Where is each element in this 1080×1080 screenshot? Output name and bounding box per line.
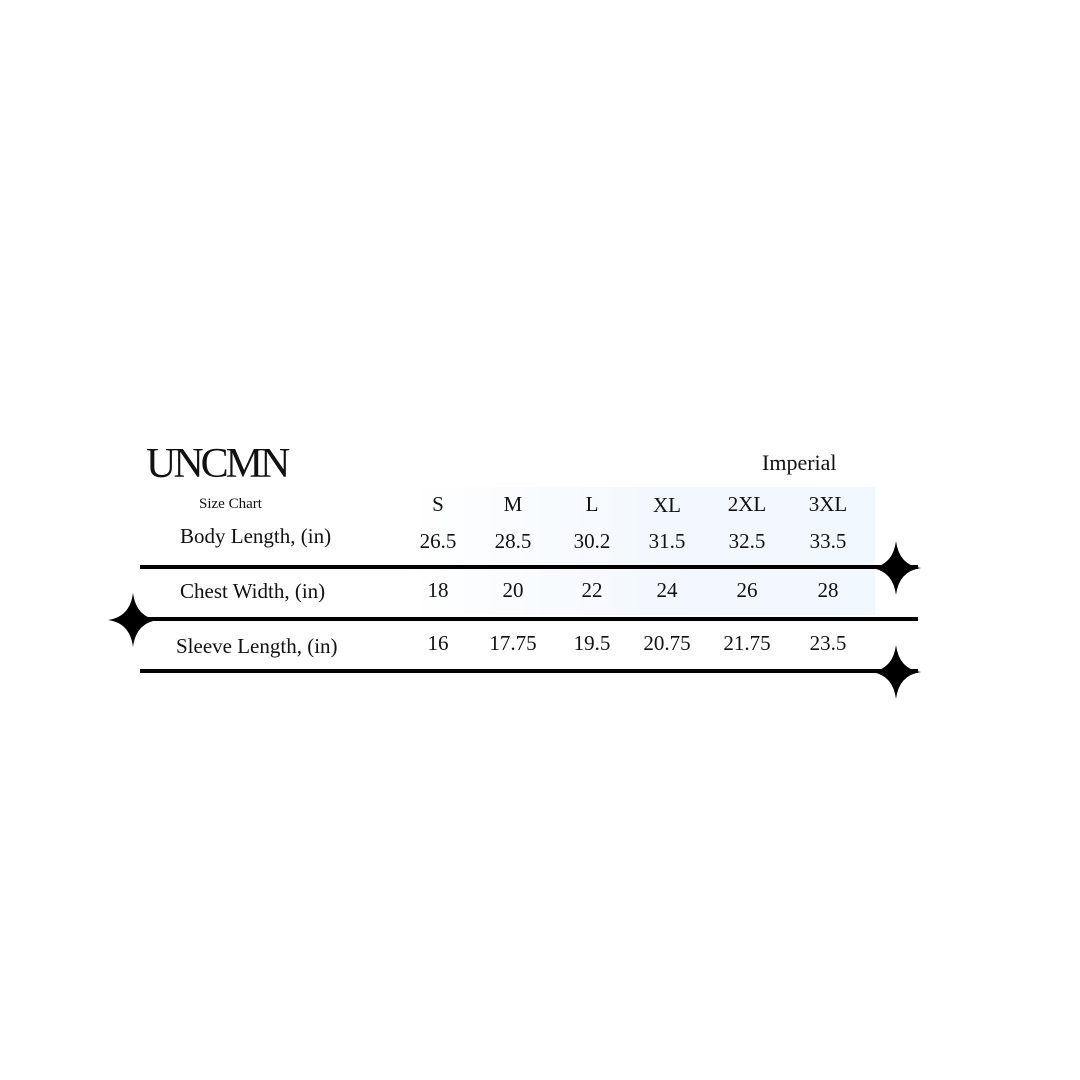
- row-label: Sleeve Length, (in): [176, 634, 338, 658]
- row-label: Chest Width, (in): [180, 579, 326, 603]
- cell-value: 32.5: [728, 529, 766, 553]
- column-header: M: [503, 492, 523, 516]
- cell-value: 21.75: [723, 631, 771, 655]
- cell-value: 22: [581, 578, 603, 602]
- four-point-star-icon: [871, 645, 921, 699]
- row-label: Body Length, (in): [180, 524, 332, 548]
- cell-value: 24: [656, 578, 678, 602]
- four-point-star-icon: [108, 593, 158, 647]
- cell-value: 23.5: [809, 631, 847, 655]
- cell-value: 33.5: [809, 529, 847, 553]
- cell-value: 20.75: [643, 631, 691, 655]
- column-header: XL: [653, 493, 681, 517]
- cell-value: 31.5: [648, 529, 686, 553]
- table-background-tint: [405, 487, 875, 615]
- unit-system-label: Imperial: [762, 450, 837, 475]
- cell-value: 18: [427, 578, 449, 602]
- brand-logo: UNCMN: [146, 441, 290, 487]
- row-divider: [140, 669, 918, 673]
- cell-value: 19.5: [573, 631, 611, 655]
- four-point-star-icon: [871, 541, 921, 595]
- row-divider: [140, 617, 918, 621]
- row-divider: [140, 565, 918, 569]
- column-header: L: [585, 492, 599, 516]
- cell-value: 26: [736, 578, 758, 602]
- column-header: 2XL: [727, 492, 767, 516]
- cell-value: 20: [502, 578, 524, 602]
- cell-value: 16: [427, 631, 449, 655]
- cell-value: 30.2: [573, 529, 611, 553]
- cell-value: 28: [817, 578, 839, 602]
- cell-value: 26.5: [419, 529, 457, 553]
- cell-value: 28.5: [494, 529, 532, 553]
- column-header: 3XL: [808, 492, 848, 516]
- size-chart-subtitle: Size Chart: [199, 496, 262, 512]
- cell-value: 17.75: [489, 631, 537, 655]
- column-header: S: [432, 492, 444, 516]
